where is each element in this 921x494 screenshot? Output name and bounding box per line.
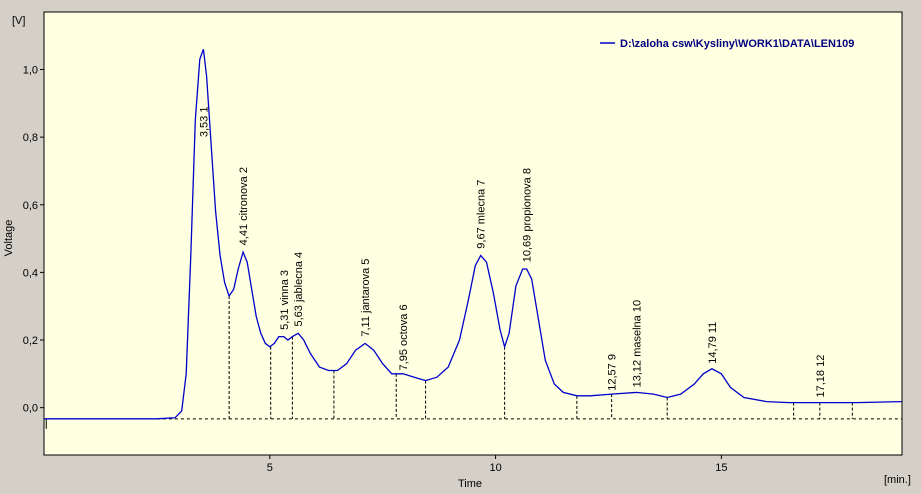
peak-label: 9,67 mlecna 7 bbox=[476, 180, 488, 249]
series-line bbox=[44, 48, 903, 420]
y-unit-label: [V] bbox=[12, 15, 25, 27]
x-tick-label: 5 bbox=[267, 462, 273, 474]
peak-label: 5,63 jablecna 4 bbox=[293, 252, 305, 327]
legend-entry: D:\zaloha csw\Kysliny\WORK1\DATA\LEN109 bbox=[620, 38, 854, 50]
x-tick-label: 10 bbox=[489, 462, 501, 474]
ticks-layer: 0,0 0,2 0,4 0,6 0,8 1,0 5 10 15 bbox=[23, 64, 728, 474]
peak-label: 13,12 maselna 10 bbox=[631, 300, 643, 387]
peak-label: 7,11 jantarova 5 bbox=[360, 259, 372, 337]
separator-drops bbox=[45, 296, 853, 429]
y-axis-label: Voltage bbox=[3, 220, 15, 257]
peak-label: 7,95 octova 6 bbox=[398, 304, 410, 370]
y-tick-label: 0,8 bbox=[23, 132, 38, 144]
y-tick-label: 0,6 bbox=[23, 200, 38, 212]
y-tick-label: 0,2 bbox=[23, 335, 38, 347]
y-tick-label: 1,0 bbox=[23, 64, 38, 76]
peak-label: 10,69 propionova 8 bbox=[522, 168, 534, 262]
y-tick-label: 0,0 bbox=[23, 403, 38, 415]
legend: D:\zaloha csw\Kysliny\WORK1\DATA\LEN109 bbox=[600, 38, 854, 50]
plot-area bbox=[43, 11, 903, 456]
y-tick-label: 0,4 bbox=[23, 267, 38, 279]
peak-label: 14,79 11 bbox=[707, 322, 719, 364]
x-axis-label: Time bbox=[458, 478, 482, 489]
peak-label: 4,41 citronova 2 bbox=[238, 167, 250, 245]
peak-labels: 3,53 1 4,41 citronova 2 5,31 vinna 3 5,63 j… bbox=[198, 107, 826, 398]
peak-label: 17,18 12 bbox=[815, 355, 827, 398]
peak-label: 12,57 9 bbox=[607, 354, 619, 391]
x-unit-label: [min.] bbox=[884, 474, 911, 486]
x-tick-label: 15 bbox=[715, 462, 727, 474]
peak-label: 5,31 vinna 3 bbox=[279, 270, 291, 330]
peak-label: 3,53 1 bbox=[198, 107, 210, 138]
